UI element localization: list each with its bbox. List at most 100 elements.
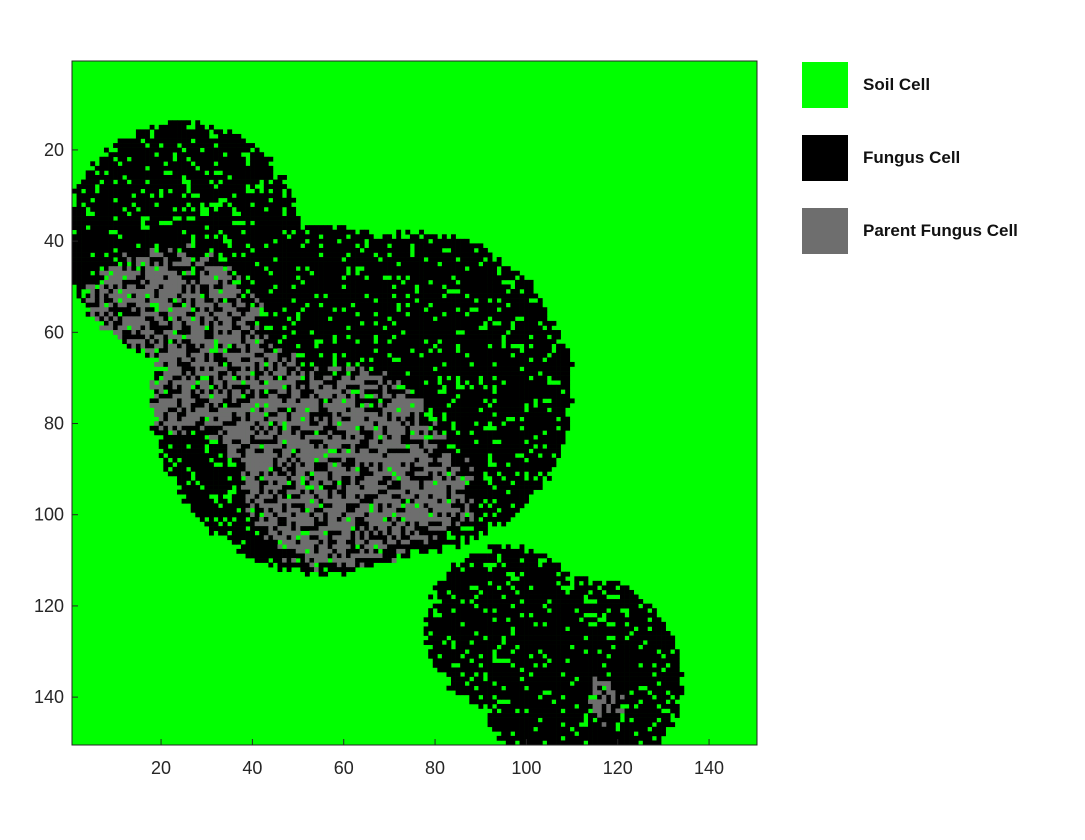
- parent-fungus-cell: [377, 416, 383, 422]
- parent-fungus-cell: [318, 425, 324, 431]
- fungus-cell: [245, 175, 251, 180]
- parent-fungus-cell: [195, 289, 201, 294]
- fungus-cell: [272, 439, 278, 445]
- parent-fungus-cell: [250, 330, 255, 335]
- fungus-cell: [209, 170, 214, 176]
- parent-fungus-cell: [167, 330, 173, 335]
- fungus-cell: [524, 298, 529, 303]
- fungus-cell: [405, 320, 411, 326]
- fungus-cell: [419, 393, 424, 399]
- fungus-cell: [350, 243, 356, 249]
- parent-fungus-cell: [218, 430, 223, 436]
- fungus-cell: [350, 330, 356, 335]
- fungus-cell: [551, 425, 557, 431]
- parent-fungus-cell: [368, 444, 374, 449]
- fungus-cell: [346, 307, 351, 313]
- fungus-cell: [373, 275, 379, 281]
- fungus-cell: [327, 284, 333, 290]
- fungus-cell: [451, 453, 456, 459]
- parent-fungus-cell: [195, 334, 201, 340]
- fungus-cell: [323, 247, 329, 253]
- fungus-cell: [469, 279, 475, 285]
- parent-fungus-cell: [167, 270, 173, 276]
- fungus-cell: [135, 334, 141, 340]
- fungus-cell: [172, 225, 178, 231]
- fungus-cell: [254, 202, 260, 208]
- parent-fungus-cell: [272, 407, 278, 413]
- fungus-cell: [327, 421, 333, 427]
- fungus-cell: [460, 320, 466, 326]
- fungus-cell: [177, 161, 182, 167]
- parent-fungus-cell: [199, 339, 205, 345]
- fungus-cell: [240, 334, 246, 340]
- fungus-cell: [473, 444, 479, 449]
- fungus-cell: [387, 284, 392, 290]
- fungus-cell: [254, 170, 260, 176]
- parent-fungus-cell: [277, 389, 283, 395]
- fungus-cell: [277, 257, 283, 262]
- fungus-cell: [81, 220, 86, 226]
- parent-fungus-cell: [263, 407, 269, 413]
- parent-fungus-cell: [131, 316, 137, 322]
- fungus-cell: [117, 193, 123, 199]
- fungus-cell: [181, 289, 187, 294]
- fungus-cell: [396, 348, 402, 354]
- fungus-cell: [263, 247, 269, 253]
- fungus-cell: [327, 457, 333, 463]
- fungus-cell: [387, 320, 392, 326]
- fungus-cell: [496, 407, 502, 413]
- fungus-cell: [524, 361, 529, 367]
- fungus-cell: [94, 247, 100, 253]
- parent-fungus-cell: [149, 266, 155, 272]
- fungus-cell: [423, 302, 429, 308]
- parent-fungus-cell: [90, 289, 96, 294]
- fungus-cell: [140, 325, 146, 331]
- fungus-cell: [364, 357, 370, 363]
- fungus-cell: [167, 389, 173, 395]
- parent-fungus-cell: [222, 334, 228, 340]
- fungus-cell: [323, 302, 329, 308]
- fungus-cell: [364, 234, 370, 240]
- fungus-cell: [204, 175, 210, 180]
- fungus-cell: [295, 279, 301, 285]
- fungus-cell: [254, 197, 260, 203]
- fungus-cell: [135, 138, 141, 144]
- fungus-cell: [441, 421, 447, 427]
- fungus-cell: [309, 320, 315, 326]
- fungus-cell: [400, 357, 406, 363]
- fungus-cell: [186, 425, 192, 431]
- fungus-cell: [254, 270, 260, 276]
- fungus-cell: [250, 393, 255, 399]
- fungus-cell: [286, 188, 292, 194]
- fungus-cell: [451, 234, 456, 240]
- fungus-cell: [382, 366, 388, 372]
- parent-fungus-cell: [195, 412, 201, 417]
- parent-fungus-cell: [250, 307, 255, 313]
- parent-fungus-cell: [158, 357, 164, 363]
- fungus-cell: [304, 343, 310, 349]
- fungus-cell: [199, 143, 205, 148]
- fungus-cell: [391, 257, 397, 262]
- fungus-cell: [209, 143, 214, 148]
- fungus-cell: [122, 179, 128, 185]
- fungus-cell: [209, 311, 214, 317]
- parent-fungus-cell: [209, 434, 214, 440]
- fungus-cell: [186, 434, 192, 440]
- fungus-cell: [496, 398, 502, 404]
- fungus-cell: [282, 184, 287, 189]
- fungus-cell: [455, 334, 461, 340]
- fungus-cell: [268, 225, 274, 231]
- fungus-cell: [240, 147, 246, 153]
- parent-fungus-cell: [199, 311, 205, 317]
- fungus-cell: [519, 375, 525, 381]
- fungus-cell: [336, 243, 342, 249]
- fungus-cell: [213, 457, 219, 463]
- fungus-cell: [428, 352, 434, 358]
- fungus-cell: [190, 225, 196, 231]
- fungus-cell: [135, 152, 141, 158]
- fungus-cell: [190, 425, 196, 431]
- fungus-cell: [460, 343, 466, 349]
- fungus-cell: [460, 425, 466, 431]
- fungus-cell: [272, 211, 278, 217]
- fungus-cell: [163, 343, 169, 349]
